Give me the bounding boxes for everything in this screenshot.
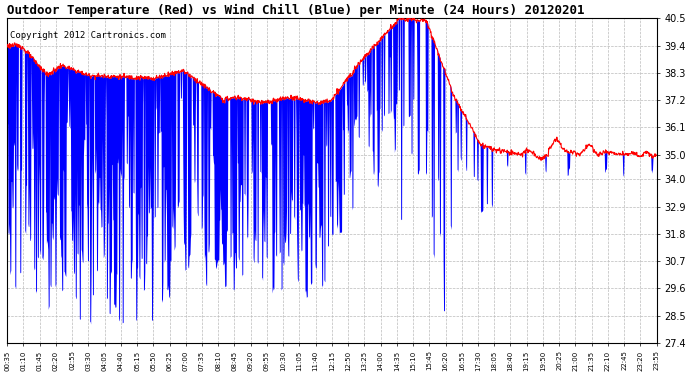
Text: Copyright 2012 Cartronics.com: Copyright 2012 Cartronics.com	[10, 32, 166, 40]
Text: Outdoor Temperature (Red) vs Wind Chill (Blue) per Minute (24 Hours) 20120201: Outdoor Temperature (Red) vs Wind Chill …	[7, 4, 584, 17]
